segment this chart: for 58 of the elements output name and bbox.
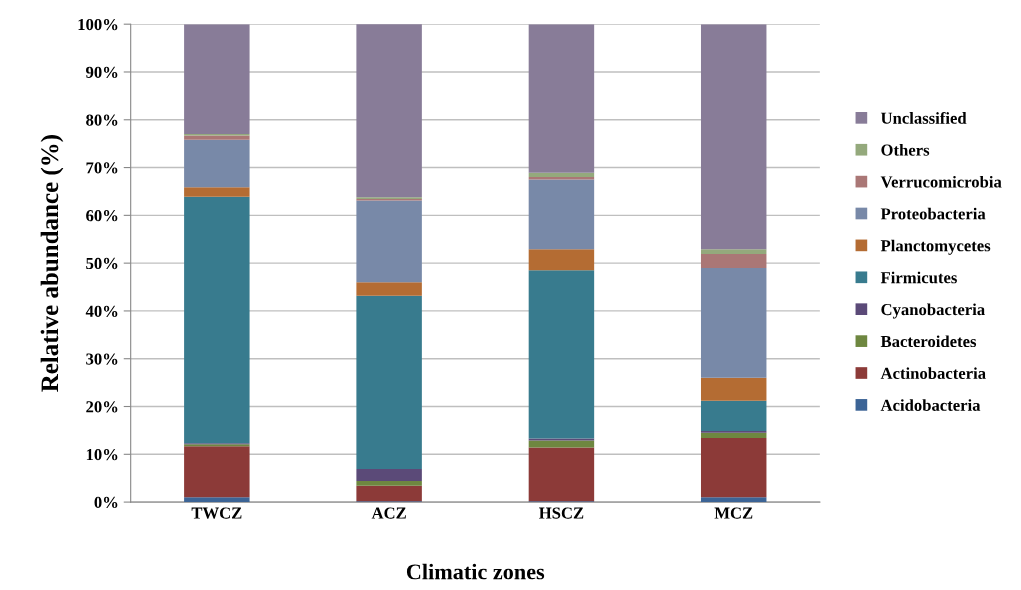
bar (700, 432, 767, 439)
bar (528, 179, 595, 250)
bar (184, 135, 250, 140)
bar (184, 187, 250, 197)
bar (528, 172, 595, 178)
y-tick-label: 20% (86, 401, 118, 413)
y-tick-label: 50% (86, 257, 118, 270)
legend-label: Planctomycetes (880, 239, 991, 255)
legend-label: Proteobacteria (880, 207, 986, 220)
bar (528, 447, 595, 502)
bar (184, 196, 250, 444)
x-tick-label: HSCZ (539, 507, 584, 519)
x-tick-label: ACZ (371, 507, 406, 519)
legend-label: Acidobacteria (880, 399, 981, 411)
legend-label: Verrucomicrobia (880, 175, 1002, 188)
bar (356, 200, 422, 283)
bar (700, 24, 767, 250)
bar (528, 24, 595, 173)
x-tick-label: TWCZ (191, 507, 242, 519)
y-tick-label: 0% (94, 496, 118, 509)
bar (184, 497, 250, 503)
legend-label: Unclassified (880, 111, 967, 124)
bar (528, 177, 595, 180)
y-tick-label: 30% (86, 353, 118, 365)
x-tick-label: MCZ (714, 507, 753, 519)
bar (700, 497, 767, 503)
bar (356, 485, 422, 502)
bar (356, 481, 422, 486)
y-tick-label: 40% (85, 305, 118, 317)
legend-label: Bacteroidetes (880, 335, 977, 348)
bar (356, 469, 422, 482)
bar (528, 270, 595, 439)
bar (528, 249, 595, 271)
legend-label: Actinobacteria (880, 367, 986, 379)
bar (700, 400, 767, 431)
y-tick-label: 90% (86, 66, 118, 78)
y-tick-label: 10% (86, 449, 118, 461)
y-tick-label: 100% (78, 18, 118, 31)
bar (356, 295, 422, 470)
bar (700, 438, 767, 498)
bar (700, 377, 767, 401)
bar (356, 282, 422, 296)
y-axis-title: Relative abundance (%) (40, 135, 64, 392)
bar (184, 24, 250, 135)
bar (184, 139, 250, 188)
legend-label: Others (881, 144, 930, 156)
bar (184, 446, 250, 498)
x-axis-title: Climatic zones (406, 563, 545, 580)
y-tick-label: 60% (86, 210, 118, 222)
y-tick-label: 80% (86, 114, 118, 126)
bar (700, 254, 767, 268)
bar (700, 249, 767, 255)
bar (356, 24, 422, 198)
legend-label: Cyanobacteria (881, 303, 985, 319)
bar (700, 267, 767, 378)
legend-label: Firmicutes (880, 271, 957, 284)
y-tick-label: 70% (86, 162, 118, 174)
bar (528, 440, 595, 448)
